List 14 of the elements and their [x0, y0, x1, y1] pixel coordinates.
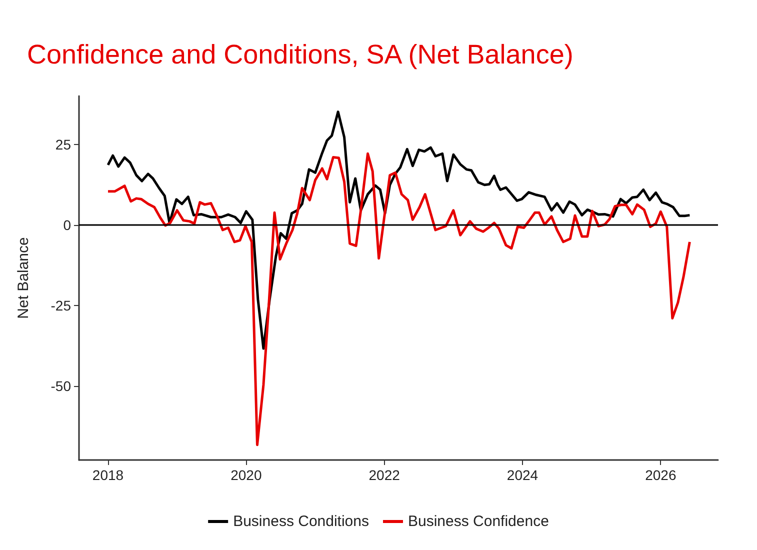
y-tick-label: -25 [50, 297, 72, 314]
x-tick-label: 2018 [92, 467, 124, 483]
y-tick-label: 25 [55, 136, 72, 152]
x-tick-label: 2024 [506, 467, 538, 483]
legend-label: Business Conditions [233, 513, 370, 530]
line-series [106, 152, 691, 446]
x-tick-label: 2022 [368, 467, 400, 483]
x-tick-label: 2020 [230, 467, 262, 483]
y-tick-label: -50 [50, 378, 72, 394]
chart-title: Confidence and Conditions, SA (Net Balance) [27, 40, 574, 70]
y-axis-title: Net Balance [15, 237, 32, 319]
x-tick-label: 2026 [645, 467, 676, 483]
y-tick-label: 0 [63, 216, 72, 233]
legend-label: Business Confidence [408, 513, 549, 530]
